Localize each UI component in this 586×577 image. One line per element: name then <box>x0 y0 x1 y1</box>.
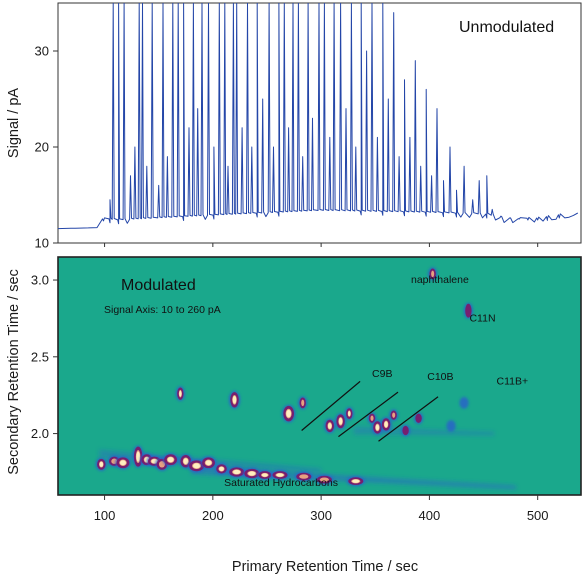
signal-axis-note: Signal Axis: 10 to 260 pA <box>104 304 221 316</box>
heatmap-spot-16 <box>256 469 273 481</box>
x-axis-title: Primary Retention Time / sec <box>232 559 418 575</box>
x-tick-label-400: 400 <box>419 508 441 523</box>
heatmap-spot-11 <box>200 456 217 470</box>
guide-line-2 <box>378 396 439 442</box>
heatmap-spot-15 <box>242 467 261 480</box>
heatmap-spot-12 <box>214 463 229 475</box>
top-y-axis-title: Signal / pA <box>6 88 22 158</box>
heatmap-spot-25 <box>346 476 365 487</box>
heatmap-spots <box>95 267 474 487</box>
peak-label-2: C9B <box>372 368 392 380</box>
group-guide-lines <box>301 380 439 442</box>
bottom-y-tick-label-0: 2.0 <box>31 426 49 441</box>
heatmap-spot-32 <box>427 267 438 281</box>
peak-label-0: naphthalene <box>411 274 469 286</box>
bottom-y-ticks: 2.0 2.5 3.0 <box>31 273 58 441</box>
heatmap-spot-22 <box>324 418 336 434</box>
x-tick-label-500: 500 <box>527 508 549 523</box>
top-y-tick-label-10: 10 <box>35 236 49 251</box>
guide-line-1 <box>338 391 399 438</box>
top-panel: 10 20 30 Unmodulated Signal / pA <box>6 2 582 251</box>
unmodulated-chromatogram-line <box>58 3 579 230</box>
bottom-panel: 2.0 2.5 3.0 100 200 300 400 500 naphthalene C11… <box>6 256 582 575</box>
heatmap-spot-27 <box>371 420 384 435</box>
heatmap-spot-23 <box>334 413 347 430</box>
peak-label-1: C11N <box>469 312 495 324</box>
heatmap-spot-34 <box>446 420 456 432</box>
guide-line-0 <box>301 380 361 431</box>
heatmap-spot-28 <box>380 416 392 432</box>
x-tick-label-200: 200 <box>202 508 224 523</box>
heatmap-spot-24 <box>344 407 354 421</box>
top-panel-annotation: Unmodulated <box>459 19 554 36</box>
bottom-panel-annotation: Modulated <box>121 277 196 294</box>
heatmap-spot-30 <box>400 424 411 437</box>
bottom-y-tick-label-2: 3.0 <box>31 273 49 288</box>
heatmap-spot-14 <box>227 466 246 478</box>
heatmap-spot-26 <box>367 412 377 425</box>
x-tick-label-100: 100 <box>94 508 116 523</box>
heatmap-spot-8 <box>175 386 186 402</box>
peak-label-3: C10B <box>427 371 453 383</box>
top-y-tick-label-20: 20 <box>35 140 49 155</box>
heatmap-spot-7 <box>162 453 179 467</box>
heatmap-spot-33 <box>463 302 474 319</box>
x-tick-label-300: 300 <box>310 508 332 523</box>
heatmap-spot-31 <box>413 412 424 425</box>
top-y-tick-label-30: 30 <box>35 44 49 59</box>
x-axis-ticks: 100 200 300 400 500 <box>94 495 549 523</box>
peak-label-5: Saturated Hydrocarbons <box>224 477 338 489</box>
heatmap-spot-35 <box>459 397 469 409</box>
heatmap-spot-19 <box>294 471 313 482</box>
heatmap-spot-0 <box>95 457 108 471</box>
bottom-plot-frame <box>57 256 582 496</box>
bottom-y-axis-title: Secondary Retention Time / sec <box>6 269 22 475</box>
bottom-y-tick-label-1: 2.5 <box>31 349 49 364</box>
heatmap-spot-2 <box>115 456 131 470</box>
heatmap-spot-13 <box>228 390 241 409</box>
top-y-ticks: 10 20 30 <box>35 44 539 251</box>
peak-label-4: C11B+ <box>497 375 529 387</box>
heatmap-spot-18 <box>281 404 296 423</box>
peak-group-labels: naphthalene C11N C9B C10B C11B+ Saturated Hyd… <box>224 274 528 489</box>
heatmap-spot-29 <box>388 409 399 421</box>
heatmap-spot-21 <box>315 474 334 485</box>
heatmap-spot-20 <box>298 396 308 410</box>
heatmap-spot-17 <box>270 469 289 481</box>
